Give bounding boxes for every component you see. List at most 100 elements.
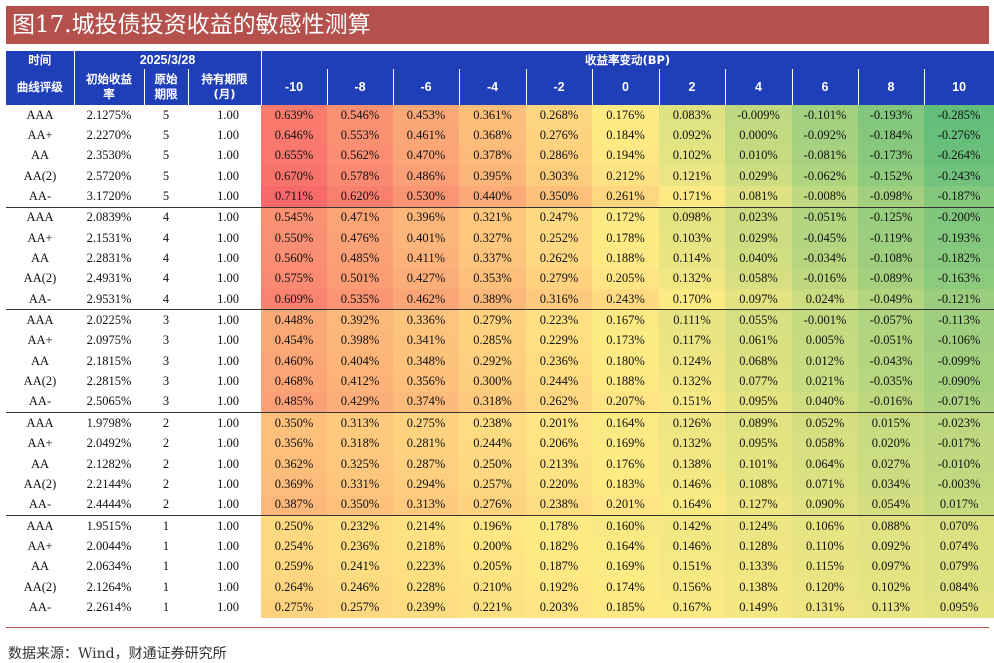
header-bp-col: -2 bbox=[526, 69, 593, 105]
sensitivity-cell: 0.061% bbox=[725, 330, 793, 352]
initial-yield-cell: 2.4931% bbox=[86, 271, 132, 286]
table-row: AAA 2.0839% 4 1.00 0.545% 0.471% 0.396% 0.321% 0… bbox=[6, 206, 994, 229]
original-term-cell: 5 bbox=[162, 107, 170, 122]
sensitivity-cell: 0.172% bbox=[592, 206, 660, 229]
sensitivity-cell: 0.097% bbox=[725, 289, 793, 310]
sensitivity-cell: -0.125% bbox=[858, 206, 925, 229]
sensitivity-cell: 0.029% bbox=[725, 228, 793, 249]
sensitivity-cell: 0.095% bbox=[725, 391, 793, 413]
sensitivity-cell: 0.252% bbox=[526, 228, 593, 249]
sensitivity-cell: 0.232% bbox=[327, 514, 394, 537]
sensitivity-cell: 0.218% bbox=[393, 536, 460, 557]
sensitivity-cell: 0.092% bbox=[659, 125, 726, 146]
original-term-cell: 2 bbox=[144, 412, 188, 434]
holding-period-cell: 1.00 bbox=[217, 333, 240, 348]
sensitivity-cell: 0.223% bbox=[393, 556, 460, 577]
sensitivity-cell: 0.138% bbox=[725, 576, 793, 598]
sensitivity-cell: 0.167% bbox=[659, 597, 726, 618]
sensitivity-cell: -0.243% bbox=[924, 166, 994, 187]
sensitivity-cell: 0.341% bbox=[393, 330, 460, 352]
sensitivity-cell: 0.485% bbox=[327, 248, 394, 269]
sensitivity-cell: -0.016% bbox=[858, 391, 925, 413]
sensitivity-cell: 0.348% bbox=[393, 351, 460, 372]
holding-period-cell: 1.00 bbox=[217, 291, 240, 306]
sensitivity-cell: -0.049% bbox=[858, 289, 925, 310]
rating-cell: AA+ bbox=[27, 436, 53, 451]
sensitivity-cell: -0.098% bbox=[858, 186, 925, 208]
original-term-cell: 3 bbox=[162, 333, 170, 348]
initial-yield-cell: 2.2815% bbox=[86, 374, 132, 389]
sensitivity-cell: 0.114% bbox=[659, 248, 726, 269]
sensitivity-cell: 0.102% bbox=[858, 576, 925, 598]
sensitivity-cell: -0.113% bbox=[924, 309, 994, 331]
original-term-cell: 1 bbox=[162, 538, 170, 553]
sensitivity-cell: 0.398% bbox=[327, 330, 394, 352]
holding-period-cell: 1.00 bbox=[217, 271, 240, 286]
sensitivity-cell: 0.471% bbox=[327, 206, 394, 229]
initial-yield-cell: 2.0044% bbox=[86, 538, 132, 553]
rating-cell: AA bbox=[30, 251, 50, 266]
sensitivity-cell: 0.264% bbox=[261, 576, 328, 598]
sensitivity-cell: 0.079% bbox=[924, 556, 994, 577]
sensitivity-cell: 0.411% bbox=[393, 248, 460, 269]
sensitivity-cell: 0.213% bbox=[526, 453, 593, 475]
sensitivity-cell: 0.223% bbox=[526, 309, 593, 331]
rating-cell: AA(2) bbox=[23, 168, 57, 183]
table-row: AA+ 2.0044% 1 1.00 0.254% 0.236% 0.218% 0.200% 0… bbox=[6, 536, 994, 557]
sensitivity-cell: -0.121% bbox=[924, 289, 994, 310]
sensitivity-cell: 0.058% bbox=[725, 268, 793, 290]
sensitivity-cell: -0.089% bbox=[858, 268, 925, 290]
sensitivity-cell: 0.387% bbox=[261, 494, 328, 516]
header-bp-col: 8 bbox=[858, 69, 925, 105]
sensitivity-cell: 0.023% bbox=[725, 206, 793, 229]
holding-period-cell: 1.00 bbox=[188, 412, 262, 434]
sensitivity-cell: 0.146% bbox=[659, 474, 726, 495]
initial-yield-cell: 2.0492% bbox=[86, 436, 132, 451]
initial-yield-cell: 1.9798% bbox=[74, 412, 144, 434]
sensitivity-cell: 0.350% bbox=[526, 186, 593, 208]
sensitivity-cell: 0.236% bbox=[327, 536, 394, 557]
holding-period-cell: 1.00 bbox=[188, 309, 262, 331]
initial-yield-cell: 2.0225% bbox=[74, 309, 144, 331]
sensitivity-cell: 0.090% bbox=[792, 494, 859, 516]
sensitivity-cell: -0.001% bbox=[792, 309, 859, 331]
sensitivity-cell: 0.180% bbox=[592, 351, 660, 372]
sensitivity-cell: -0.106% bbox=[924, 330, 994, 352]
sensitivity-cell: 0.108% bbox=[725, 474, 793, 495]
rating-cell: AA bbox=[30, 456, 50, 471]
sensitivity-cell: 0.429% bbox=[327, 391, 394, 413]
sensitivity-cell: -0.193% bbox=[924, 228, 994, 249]
source-note: 数据来源：Wind，财通证券研究所 bbox=[8, 646, 227, 662]
sensitivity-cell: 0.578% bbox=[327, 166, 394, 187]
sensitivity-cell: 0.010% bbox=[725, 145, 793, 167]
sensitivity-cell: -0.081% bbox=[792, 145, 859, 167]
sensitivity-cell: -0.182% bbox=[924, 248, 994, 269]
sensitivity-cell: 0.337% bbox=[459, 248, 527, 269]
sensitivity-cell: 0.101% bbox=[725, 453, 793, 475]
original-term-cell: 4 bbox=[162, 251, 170, 266]
rating-cell: AA(2) bbox=[23, 476, 57, 491]
sensitivity-cell: -0.017% bbox=[924, 433, 994, 454]
sensitivity-cell: 0.077% bbox=[725, 371, 793, 392]
table-row: AAA 2.0225% 3 1.00 0.448% 0.392% 0.336% 0.279% 0… bbox=[6, 309, 994, 331]
sensitivity-cell: 0.203% bbox=[526, 597, 593, 618]
sensitivity-cell: 0.316% bbox=[526, 289, 593, 310]
sensitivity-cell: 0.081% bbox=[725, 186, 793, 208]
sensitivity-cell: -0.200% bbox=[924, 206, 994, 229]
sensitivity-cell: 0.318% bbox=[327, 433, 394, 454]
sensitivity-cell: 0.286% bbox=[526, 145, 593, 167]
sensitivity-cell: 0.460% bbox=[261, 351, 328, 372]
sensitivity-cell: 0.020% bbox=[858, 433, 925, 454]
sensitivity-cell: 0.530% bbox=[393, 186, 460, 208]
table-row: AA+ 2.1531% 4 1.00 0.550% 0.476% 0.401% 0.327% 0… bbox=[6, 228, 994, 249]
original-term-cell: 5 bbox=[162, 148, 170, 163]
sensitivity-cell: 0.279% bbox=[459, 309, 527, 331]
sensitivity-cell: 0.392% bbox=[327, 309, 394, 331]
header-curve-rating: 曲线评级 bbox=[6, 69, 75, 105]
rating-cell: AA- bbox=[28, 497, 52, 512]
sensitivity-cell: 0.369% bbox=[261, 474, 328, 495]
rating-cell: AA+ bbox=[27, 538, 53, 553]
holding-period-cell: 1.00 bbox=[217, 353, 240, 368]
sensitivity-cell: 0.356% bbox=[261, 433, 328, 454]
sensitivity-cell: 0.064% bbox=[792, 453, 859, 475]
